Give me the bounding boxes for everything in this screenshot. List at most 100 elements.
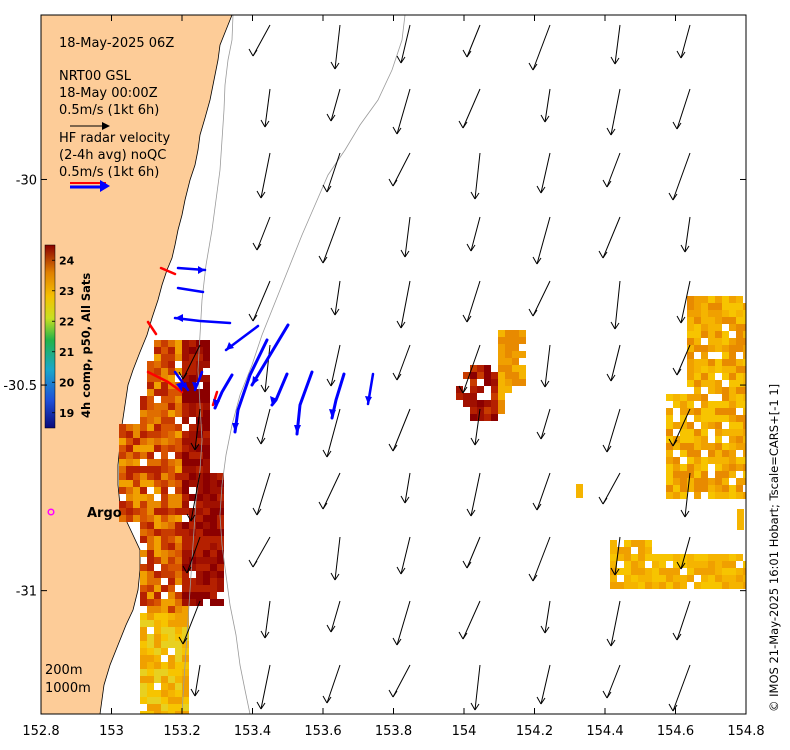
- model-arrow: [330, 344, 341, 387]
- model-arrow: [256, 472, 271, 516]
- model-arrow: [190, 472, 201, 522]
- model-arrow: [532, 280, 551, 317]
- model-arrow: [396, 344, 411, 381]
- radar-scale-arrow: [70, 180, 110, 192]
- model-scale: 0.5m/s (1kt 6h): [59, 103, 159, 118]
- model-arrow: [392, 408, 411, 452]
- model-scale-arrow: [70, 122, 110, 130]
- radar-arrow: [233, 338, 269, 434]
- model-arrow: [470, 216, 481, 252]
- model-arrow: [404, 216, 411, 258]
- colorbar-tick-label: 23: [59, 285, 74, 298]
- contour-label-200m: 200m: [45, 663, 82, 678]
- model-arrow: [334, 280, 341, 316]
- x-tick-label: 154.2: [516, 724, 553, 739]
- model-arrow: [462, 600, 481, 640]
- model-arrow: [186, 536, 201, 574]
- colorbar-tick-label: 24: [59, 254, 75, 267]
- y-tick-label: -30: [16, 173, 37, 188]
- timestamp: 18-May-2025 06Z: [59, 36, 174, 51]
- model-arrow: [606, 408, 621, 453]
- x-tick-label: 154.8: [727, 724, 764, 739]
- model-arrow: [470, 472, 481, 517]
- colorbar-ticks: 24 23 22 21 20 19: [52, 254, 75, 420]
- model-arrow: [260, 408, 271, 445]
- radar-avg: (2-4h avg) noQC: [59, 148, 166, 163]
- model-arrow: [466, 280, 481, 323]
- model-arrow: [322, 472, 341, 510]
- model-arrow: [326, 408, 341, 458]
- model-arrow: [322, 216, 341, 264]
- colorbar-tick-label: 19: [59, 407, 74, 420]
- model-arrow: [532, 536, 551, 582]
- model-arrow: [466, 536, 481, 569]
- x-tick-label: 153.4: [234, 724, 271, 739]
- x-tick-label: 153.8: [375, 724, 412, 739]
- model-arrow: [672, 152, 691, 201]
- model-arrow: [404, 472, 411, 504]
- model-arrow: [182, 600, 201, 645]
- colorbar-label: 4h comp, p50, All Sats: [79, 273, 93, 418]
- contour-200m: [181, 15, 234, 714]
- model-arrow: [194, 408, 201, 451]
- model-arrow: [260, 152, 271, 199]
- radar-scale: 0.5m/s (1kt 6h): [59, 165, 159, 180]
- radar-title: HF radar velocity: [59, 131, 171, 146]
- x-tick-label: 154: [452, 724, 477, 739]
- model-arrow: [474, 664, 481, 711]
- model-arrow: [672, 408, 691, 447]
- model-arrow: [676, 344, 691, 376]
- radar-arrow: [146, 320, 158, 336]
- model-arrow: [684, 216, 691, 253]
- model-arrow: [544, 600, 551, 634]
- model-arrow: [680, 280, 691, 324]
- radar-velocity-arrows: [146, 266, 375, 436]
- x-tick-label: 152.8: [22, 724, 59, 739]
- model-arrow: [400, 24, 411, 64]
- model-arrow: [396, 88, 411, 135]
- model-arrow: [532, 24, 551, 71]
- model-arrow: [614, 24, 621, 65]
- radar-arrow: [146, 370, 184, 394]
- model-arrow: [610, 600, 621, 647]
- model-arrow: [606, 152, 621, 188]
- colorbar-tick-label: 21: [59, 346, 74, 359]
- radar-arrow: [176, 286, 205, 294]
- model-arrow: [462, 344, 481, 394]
- model-arrow: [400, 280, 411, 329]
- model-arrow: [540, 408, 551, 440]
- contour-1000m: [219, 15, 406, 714]
- radar-arrow: [295, 370, 314, 436]
- x-tick-label: 154.4: [586, 724, 623, 739]
- model-arrow: [326, 664, 341, 704]
- model-arrow: [684, 472, 691, 518]
- axis-ticks: 152.8 153 153.2 153.4 153.6 153.8 154 154.2 154.…: [3, 15, 765, 739]
- contour-label-1000m: 1000m: [45, 681, 91, 696]
- model-arrow: [676, 88, 691, 130]
- model-arrow: [610, 88, 621, 136]
- land-mass: [41, 15, 233, 714]
- radar-arrow: [250, 323, 290, 387]
- radar-arrow: [173, 316, 232, 325]
- model-arrow: [330, 600, 341, 633]
- model-name: NRT00 GSL: [59, 69, 132, 84]
- model-arrow: [182, 344, 201, 380]
- model-arrow: [602, 472, 621, 505]
- radar-arrow: [159, 266, 177, 276]
- model-arrow: [544, 88, 551, 123]
- legend-box: 18-May-2025 06Z NRT00 GSL 18-May 00:00Z …: [59, 36, 174, 192]
- model-arrow: [544, 344, 551, 388]
- x-tick-label: 154.6: [657, 724, 694, 739]
- y-tick-label: -31: [16, 585, 37, 600]
- model-arrow: [334, 536, 341, 581]
- model-arrow: [614, 536, 621, 576]
- colorbar: 24 23 22 21 20 19 4h comp, p50, All Sats: [44, 244, 93, 429]
- model-arrow: [462, 88, 481, 129]
- model-arrow: [392, 152, 411, 187]
- colorbar-tick-label: 22: [59, 315, 74, 328]
- model-velocity-arrows: [178, 24, 691, 712]
- model-arrow: [676, 600, 691, 641]
- y-tick-label: -30.5: [3, 379, 37, 394]
- model-arrow: [396, 600, 411, 646]
- model-arrow: [264, 600, 271, 639]
